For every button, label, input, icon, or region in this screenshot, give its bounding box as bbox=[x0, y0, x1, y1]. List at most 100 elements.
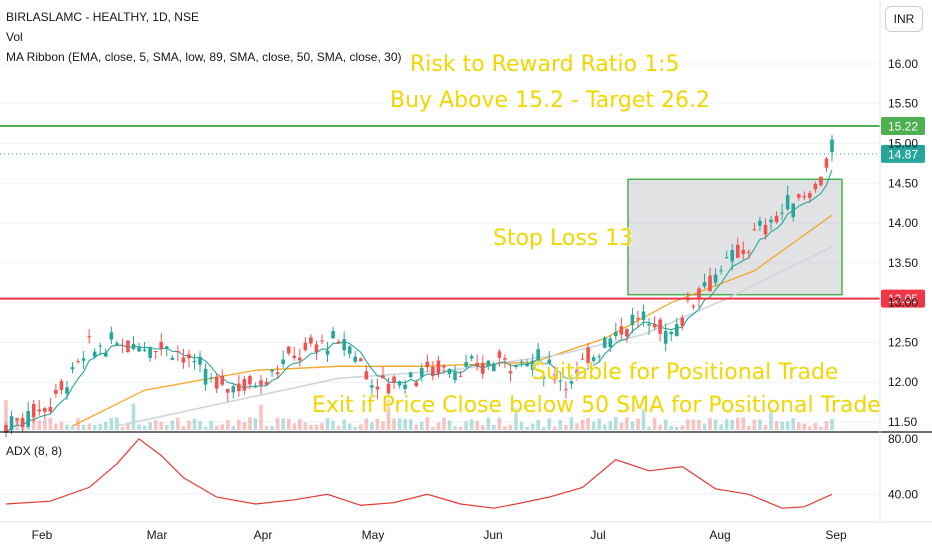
candle-body bbox=[758, 220, 762, 226]
volume-bar bbox=[176, 417, 180, 430]
price-tick-label: 13.00 bbox=[888, 296, 918, 310]
volume-bar bbox=[602, 424, 607, 430]
candle-body bbox=[364, 371, 369, 380]
volume-bar bbox=[769, 407, 773, 430]
candle-body bbox=[503, 358, 507, 360]
volume-bar bbox=[697, 420, 701, 430]
candle-body bbox=[602, 337, 607, 348]
volume-bar bbox=[536, 420, 540, 430]
candle-body bbox=[192, 360, 197, 363]
volume-bar bbox=[331, 420, 335, 430]
candle-body bbox=[569, 381, 574, 384]
volume-bar bbox=[447, 420, 452, 430]
candle-body bbox=[242, 379, 247, 391]
candle-body bbox=[453, 372, 457, 381]
volume-bar bbox=[680, 425, 685, 430]
candle-body bbox=[137, 347, 141, 352]
volume-bar bbox=[309, 424, 313, 430]
candle-body bbox=[525, 363, 529, 367]
price-tick-label: 13.50 bbox=[888, 256, 918, 270]
time-tick-label: Jun bbox=[483, 528, 502, 542]
volume-bar bbox=[164, 425, 169, 430]
candle-body bbox=[425, 361, 430, 368]
volume-bar bbox=[142, 425, 147, 430]
volume-bar bbox=[270, 425, 274, 430]
volume-bar bbox=[203, 426, 208, 430]
volume-bar bbox=[541, 426, 546, 430]
candle-body bbox=[442, 366, 446, 368]
candle-body bbox=[392, 376, 396, 383]
volume-bar bbox=[780, 421, 784, 430]
candle-body bbox=[431, 366, 435, 377]
volume-bar bbox=[103, 421, 108, 430]
candle-body bbox=[713, 274, 718, 283]
volume-bar bbox=[137, 424, 141, 430]
candle-body bbox=[170, 357, 175, 360]
volume-bar bbox=[735, 417, 740, 430]
candle-body bbox=[630, 314, 635, 326]
volume-bar bbox=[486, 417, 491, 430]
candle-body bbox=[353, 356, 358, 362]
candle-body bbox=[497, 351, 502, 358]
volume-bar bbox=[403, 418, 407, 430]
candle-body bbox=[575, 369, 579, 375]
candle-body bbox=[187, 354, 191, 359]
candle-body bbox=[691, 305, 696, 307]
price-tick-label: 14.00 bbox=[888, 216, 918, 230]
ema5-line bbox=[5, 169, 833, 434]
volume-bar bbox=[569, 417, 574, 430]
volume-bar bbox=[237, 419, 241, 430]
volume-bar bbox=[353, 426, 358, 430]
volume-bar bbox=[115, 417, 119, 430]
level-badge-14.87 bbox=[881, 144, 925, 163]
candle-body bbox=[4, 425, 8, 433]
volume-bar bbox=[436, 422, 441, 430]
candle-body bbox=[508, 371, 513, 374]
volume-bar bbox=[192, 418, 197, 430]
candle-body bbox=[735, 244, 740, 258]
consolidation-box bbox=[627, 178, 843, 296]
candle-body bbox=[225, 388, 230, 393]
currency-button[interactable]: INR bbox=[885, 6, 923, 32]
candle-body bbox=[636, 317, 640, 320]
volume-bar bbox=[824, 421, 829, 430]
candle-body bbox=[386, 383, 391, 394]
candle-body bbox=[153, 350, 158, 353]
volume-bar bbox=[830, 418, 834, 430]
volume-bar bbox=[586, 417, 590, 430]
volume-bar bbox=[209, 420, 213, 430]
level-badge-15.22 bbox=[881, 116, 925, 135]
candle-body bbox=[43, 408, 47, 412]
volume-bar bbox=[281, 418, 285, 430]
volume-bar bbox=[530, 423, 535, 430]
candle-body bbox=[159, 341, 164, 349]
suitable-annotation: Suitable for Positional Trade bbox=[532, 360, 839, 385]
volume-bar bbox=[198, 420, 202, 430]
time-tick-label: Mar bbox=[147, 528, 168, 542]
candle-body bbox=[802, 196, 807, 198]
volume-bar bbox=[763, 424, 768, 430]
adx-line bbox=[5, 438, 833, 509]
symbol-title: BIRLASLAMC - HEALTHY, 1D, NSE bbox=[6, 10, 199, 24]
volume-bar bbox=[758, 419, 762, 430]
candle-body bbox=[292, 355, 297, 359]
candle-body bbox=[298, 357, 302, 361]
price-tick-label: 15.00 bbox=[888, 136, 918, 150]
volume-bar bbox=[475, 420, 480, 430]
candle-body bbox=[126, 340, 130, 353]
volume-bar bbox=[43, 419, 47, 430]
volume-bar bbox=[336, 425, 341, 430]
candle-body bbox=[813, 183, 818, 190]
candle-body bbox=[514, 365, 518, 367]
volume-bar bbox=[492, 424, 496, 430]
volume-bar bbox=[231, 425, 236, 430]
candle-body bbox=[115, 343, 119, 345]
candle-body bbox=[15, 418, 19, 421]
volume-bar bbox=[425, 417, 430, 430]
volume-bar bbox=[480, 425, 485, 430]
level-badge-text-13.05: 13.05 bbox=[888, 292, 918, 306]
candle-body bbox=[414, 382, 419, 387]
volume-bar bbox=[292, 423, 297, 430]
candle-body bbox=[131, 344, 136, 350]
